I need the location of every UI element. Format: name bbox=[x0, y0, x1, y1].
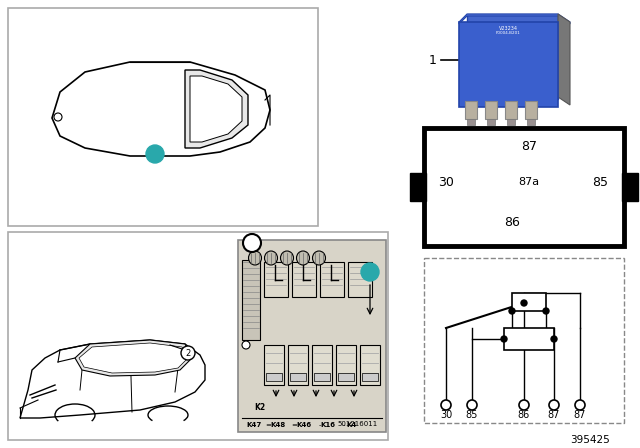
Circle shape bbox=[54, 113, 62, 121]
Text: 2: 2 bbox=[186, 349, 191, 358]
Text: 87: 87 bbox=[521, 139, 537, 152]
Text: 30: 30 bbox=[438, 176, 454, 189]
Bar bbox=[424, 258, 624, 423]
Polygon shape bbox=[190, 76, 242, 142]
Polygon shape bbox=[185, 70, 248, 148]
Text: 87: 87 bbox=[574, 410, 586, 420]
Bar bbox=[485, 101, 497, 119]
Polygon shape bbox=[75, 340, 192, 376]
Text: 395425: 395425 bbox=[570, 435, 610, 445]
Circle shape bbox=[551, 336, 557, 342]
Bar bbox=[424, 128, 624, 246]
Text: 1: 1 bbox=[152, 149, 159, 159]
Bar bbox=[264, 345, 284, 385]
Bar bbox=[338, 373, 354, 381]
Bar bbox=[290, 373, 306, 381]
Bar bbox=[266, 373, 282, 381]
Text: =: = bbox=[265, 422, 271, 428]
Bar bbox=[622, 173, 638, 201]
Circle shape bbox=[501, 336, 507, 342]
Ellipse shape bbox=[312, 251, 326, 265]
Bar bbox=[320, 262, 344, 297]
Text: K48: K48 bbox=[270, 422, 285, 428]
Bar bbox=[242, 260, 260, 340]
Text: 86: 86 bbox=[518, 410, 530, 420]
Text: K4: K4 bbox=[347, 422, 357, 428]
Ellipse shape bbox=[248, 251, 262, 265]
Circle shape bbox=[242, 341, 250, 349]
Circle shape bbox=[575, 400, 585, 410]
Bar bbox=[410, 173, 426, 201]
Ellipse shape bbox=[296, 251, 310, 265]
Ellipse shape bbox=[264, 251, 278, 265]
Polygon shape bbox=[558, 14, 570, 105]
Polygon shape bbox=[79, 343, 188, 373]
Circle shape bbox=[549, 400, 559, 410]
Bar bbox=[467, 14, 558, 99]
Bar bbox=[527, 119, 535, 125]
Polygon shape bbox=[20, 340, 205, 418]
Text: K46: K46 bbox=[296, 422, 312, 428]
Text: 86: 86 bbox=[504, 215, 520, 228]
Text: F0004-B201: F0004-B201 bbox=[495, 31, 520, 35]
Bar bbox=[487, 119, 495, 125]
Bar bbox=[312, 345, 332, 385]
Text: K2: K2 bbox=[254, 404, 265, 413]
Text: 501216011: 501216011 bbox=[338, 421, 378, 427]
Bar bbox=[504, 328, 554, 350]
Text: V23234: V23234 bbox=[499, 26, 518, 30]
Circle shape bbox=[361, 263, 379, 281]
Circle shape bbox=[146, 145, 164, 163]
Text: -: - bbox=[319, 422, 321, 428]
Bar bbox=[362, 373, 378, 381]
Ellipse shape bbox=[280, 251, 294, 265]
Circle shape bbox=[441, 400, 451, 410]
Text: 87a: 87a bbox=[518, 177, 540, 187]
Text: 85: 85 bbox=[592, 176, 608, 189]
Bar bbox=[525, 101, 537, 119]
Circle shape bbox=[519, 400, 529, 410]
Bar bbox=[505, 101, 517, 119]
Bar bbox=[507, 119, 515, 125]
Polygon shape bbox=[459, 14, 570, 24]
Bar bbox=[467, 119, 475, 125]
Text: 1: 1 bbox=[429, 53, 437, 66]
Bar bbox=[465, 101, 477, 119]
Circle shape bbox=[243, 234, 261, 252]
Circle shape bbox=[467, 400, 477, 410]
Bar bbox=[238, 240, 386, 432]
Circle shape bbox=[181, 346, 195, 360]
Bar bbox=[8, 8, 318, 226]
Bar bbox=[264, 262, 288, 297]
Text: 30: 30 bbox=[440, 410, 452, 420]
Polygon shape bbox=[52, 62, 270, 156]
Bar bbox=[8, 232, 388, 440]
Bar bbox=[314, 373, 330, 381]
Circle shape bbox=[543, 308, 549, 314]
Circle shape bbox=[509, 308, 515, 314]
Bar bbox=[459, 22, 558, 107]
Text: 85: 85 bbox=[466, 410, 478, 420]
Text: 87: 87 bbox=[548, 410, 560, 420]
Text: 2: 2 bbox=[248, 238, 256, 248]
Text: 1: 1 bbox=[366, 267, 374, 277]
Text: =: = bbox=[291, 422, 297, 428]
Text: K16: K16 bbox=[321, 422, 335, 428]
Circle shape bbox=[521, 300, 527, 306]
Bar bbox=[292, 262, 316, 297]
Bar bbox=[288, 345, 308, 385]
Text: K47: K47 bbox=[246, 422, 261, 428]
Bar bbox=[512, 293, 546, 311]
Bar bbox=[348, 262, 372, 297]
Bar bbox=[360, 345, 380, 385]
Bar bbox=[336, 345, 356, 385]
Text: -: - bbox=[343, 422, 345, 428]
